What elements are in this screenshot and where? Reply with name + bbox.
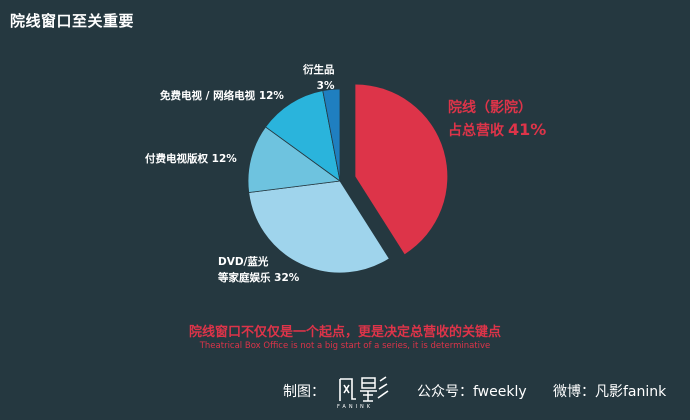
slice-value-merchandise: 3% xyxy=(316,80,335,92)
slice-value-home-entertainment: 32% xyxy=(274,272,300,284)
page-title: 院线窗口至关重要 xyxy=(10,12,135,30)
slice-label-home-entertainment: DVD/蓝光 等家庭娱乐 32% xyxy=(218,256,300,284)
pie-slice-home-entertainment xyxy=(248,180,390,274)
pie-slice-merchandise xyxy=(322,88,341,182)
slice-value-free-tv: 12% xyxy=(258,90,284,102)
made-by-label: 制图： xyxy=(283,384,325,400)
pie-slice-free-tv xyxy=(265,90,341,182)
caption-cn: 院线窗口不仅仅是一个起点，更是决定总营收的关键点 xyxy=(188,325,501,340)
weibo-account: 微博：凡影fanink xyxy=(553,384,667,400)
caption-en: Theatrical Box Office is not a big start… xyxy=(199,341,491,351)
slice-value-theatrical: 41% xyxy=(508,120,547,139)
slice-label-theatrical: 院线（影院） 占总营收 41% xyxy=(448,100,547,139)
pie-slice-pay-tv xyxy=(247,126,342,193)
slice-value-pay-tv: 12% xyxy=(211,153,237,165)
fanink-logo xyxy=(339,376,389,402)
slice-label-pay-tv: 付费电视版权 12% xyxy=(145,153,237,165)
logo-subtext: FANINK xyxy=(337,404,374,410)
slice-label-free-tv: 免费电视 / 网络电视 12% xyxy=(160,90,284,102)
pie-slice-theatrical xyxy=(355,84,448,255)
slice-label-merchandise: 衍生品 3% xyxy=(303,64,335,92)
wechat-account: 公众号：fweekly xyxy=(417,384,527,400)
